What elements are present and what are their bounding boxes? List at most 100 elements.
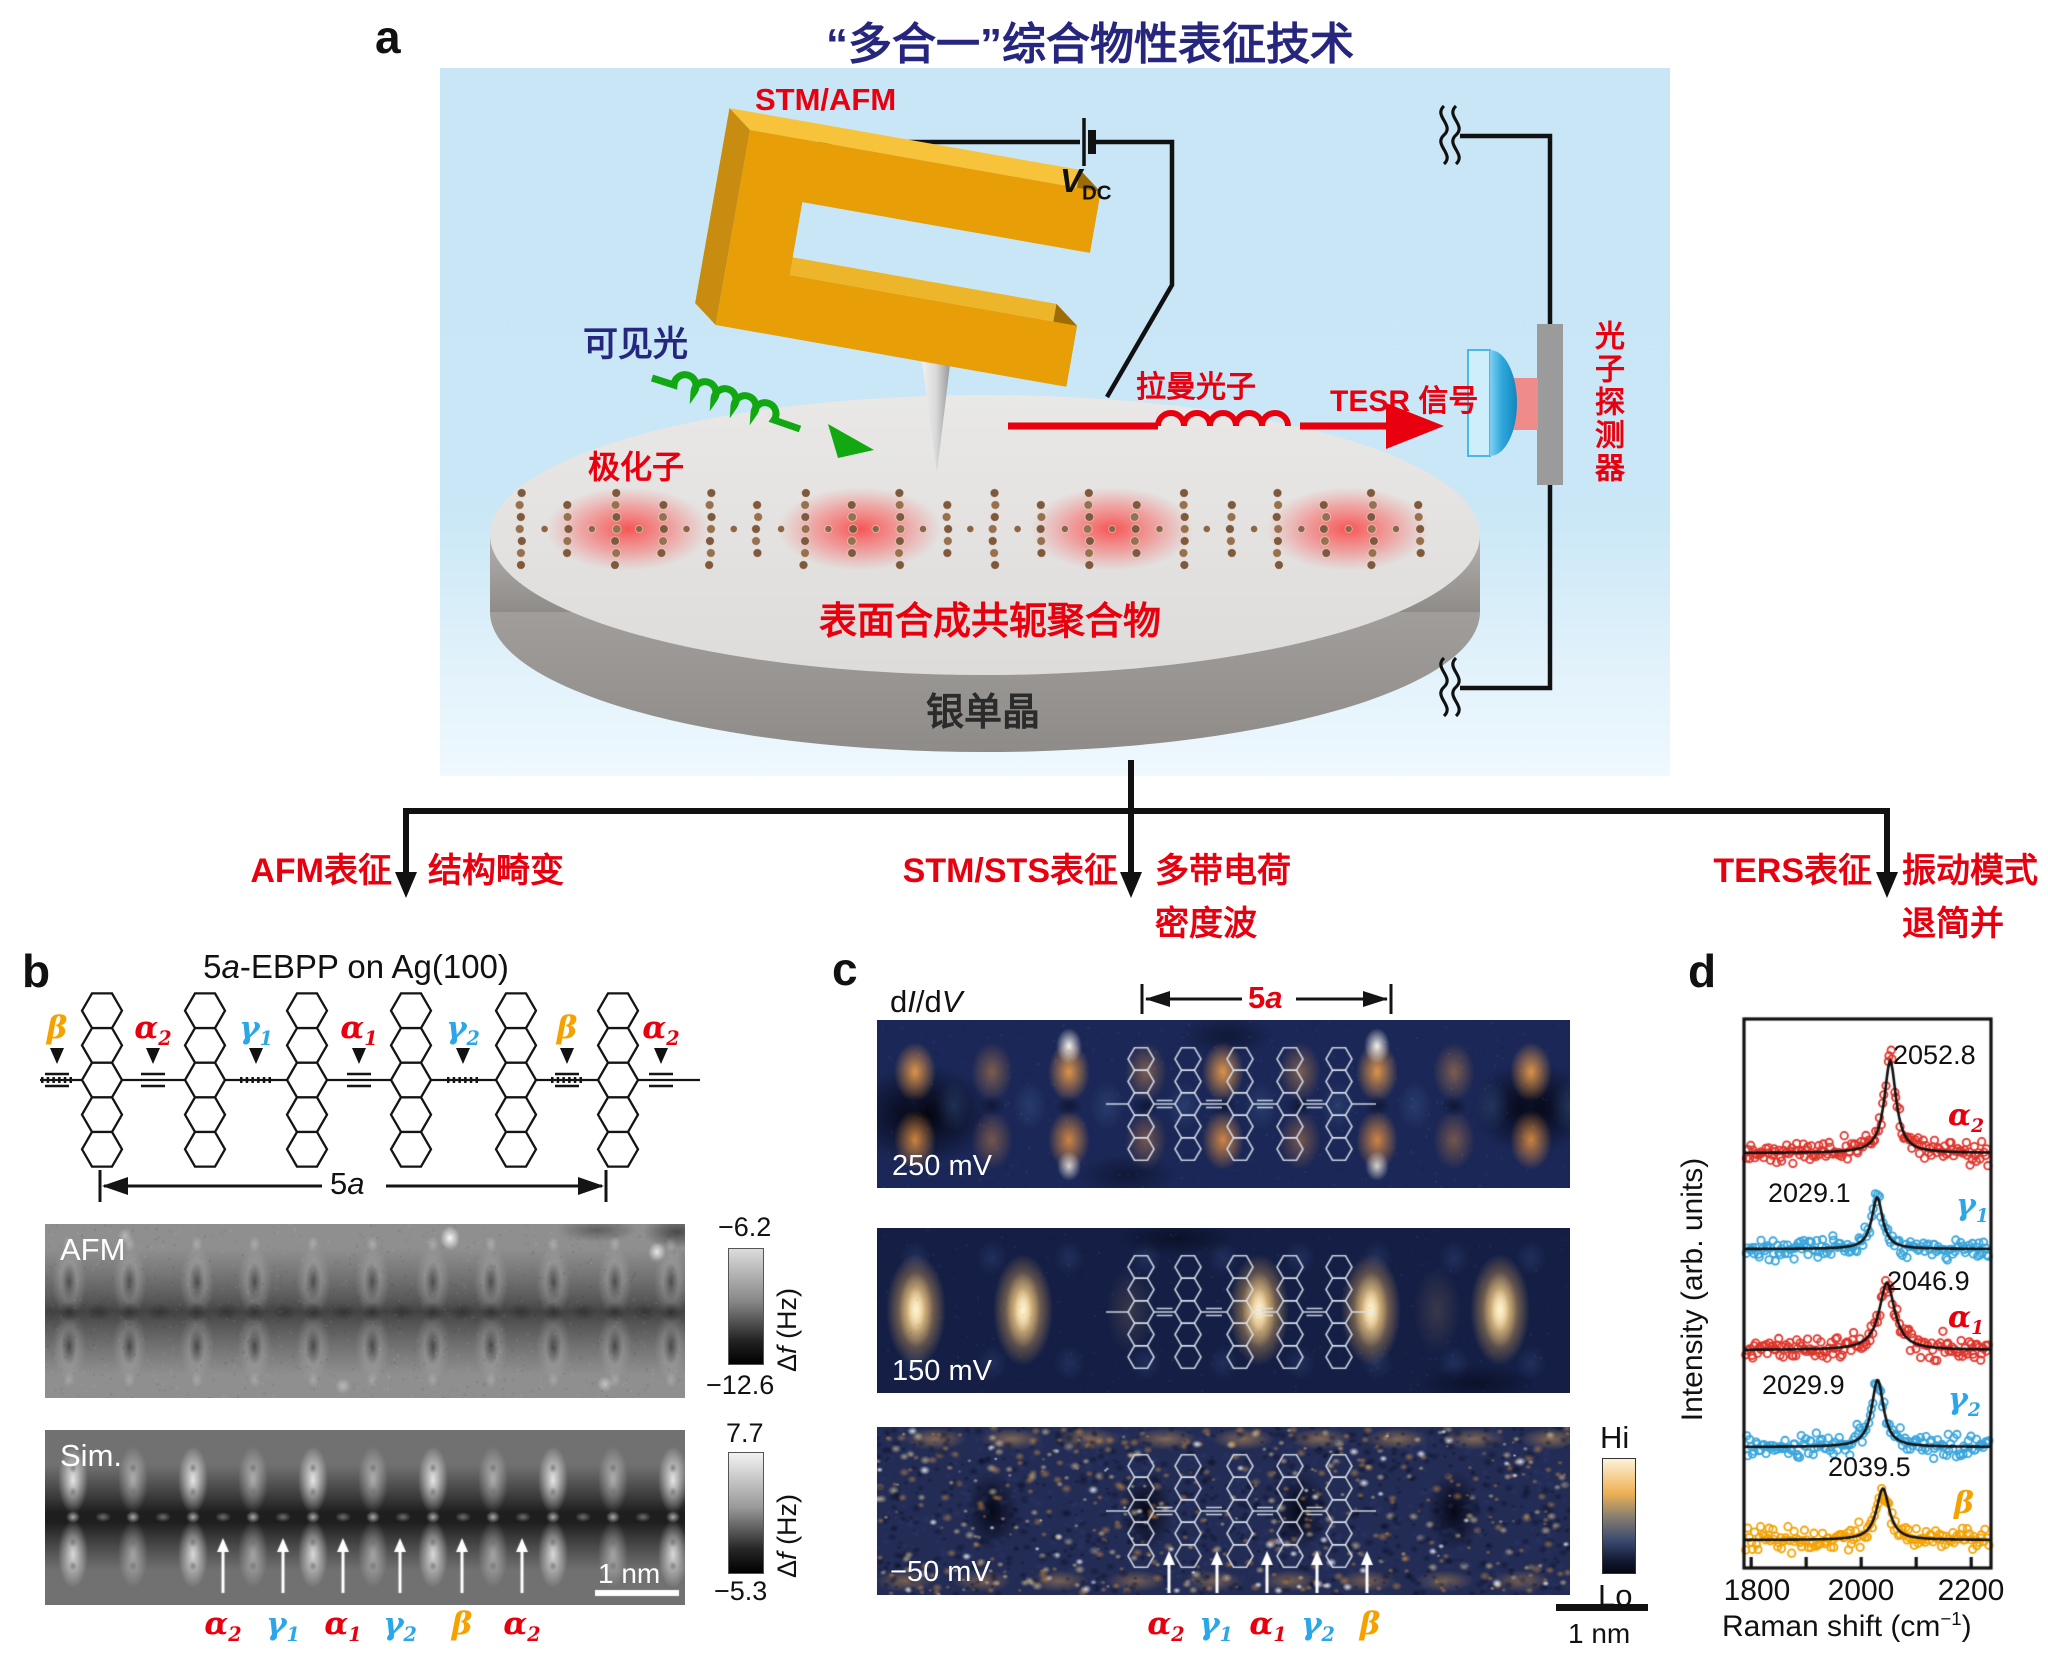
- series-label-gamma2: γ2: [1948, 1382, 1981, 1421]
- panel-b-title: 5a-EBPP on Ag(100): [203, 948, 509, 985]
- sim-scale-unit: Δf (Hz): [772, 1493, 802, 1578]
- sim-label-gamma1: γ1: [266, 1606, 300, 1647]
- scalebar-label-b: 1 nm: [598, 1558, 661, 1589]
- raman-signal-arrow: [1008, 403, 1444, 449]
- panel-label-a: a: [375, 11, 401, 63]
- detector-wire-bottom: [1460, 485, 1553, 691]
- branch-ters-method: TERS表征: [1713, 852, 1872, 890]
- peak-value-alpha1: 2046.9: [1887, 1266, 1970, 1296]
- scalebar-label-c: 1 nm: [1568, 1618, 1631, 1649]
- stm-afm-label: STM/AFM: [755, 82, 897, 117]
- visible-light-label: 可见光: [583, 325, 689, 364]
- afm-simulation-image: [45, 1430, 685, 1605]
- branch-stm-result1: 多带电荷: [1155, 852, 1291, 890]
- peak-value-alpha2: 2052.8: [1893, 1040, 1976, 1070]
- detector-plate: [1537, 324, 1563, 485]
- y-axis-label: Intensity (arb. units): [1676, 1157, 1709, 1422]
- raman-photon-label: 拉曼光子: [1136, 371, 1256, 404]
- x-tick-2200: 2200: [1937, 1574, 2005, 1607]
- lens-dome: [1490, 350, 1517, 456]
- bond-label-beta-2: β: [556, 1010, 578, 1046]
- branch-ters-result2: 退简并: [1902, 905, 2004, 943]
- sim-image-label: Sim.: [60, 1438, 122, 1473]
- bias-label-minus50mv: −50 mV: [890, 1556, 991, 1588]
- unit-cell-arrow-b: [98, 1170, 608, 1202]
- bond-label-gamma1: γ1: [239, 1010, 273, 1051]
- series-label-alpha1: α1: [1948, 1300, 1985, 1339]
- afm-scale-unit: Δf (Hz): [772, 1287, 802, 1372]
- sim-label-alpha1: α1: [324, 1606, 362, 1647]
- panel-label-c: c: [832, 943, 858, 995]
- bias-label-250mv: 250 mV: [892, 1150, 992, 1182]
- polaron-label: 极化子: [588, 449, 685, 485]
- bias-label-150mv: 150 mV: [892, 1355, 992, 1387]
- sim-label-alpha2-1: α2: [204, 1606, 242, 1647]
- unit-cell-arrow-c: [1140, 984, 1393, 1014]
- peak-value-gamma1: 2029.1: [1768, 1178, 1851, 1208]
- chemical-structure: [40, 992, 700, 1168]
- series-label-beta: β: [1954, 1486, 1974, 1521]
- wire-break-icon: [1439, 104, 1461, 718]
- series-label-alpha2: α2: [1948, 1098, 1985, 1137]
- photon-detector-label: 光子探测器: [1590, 320, 1623, 485]
- peak-value-gamma2: 2029.9: [1762, 1370, 1845, 1400]
- vdc-label: VDC: [1060, 162, 1112, 205]
- bond-label-alpha2-1: α2: [134, 1010, 172, 1051]
- scalebar-c: [1556, 1604, 1648, 1611]
- figure-title: “多合一”综合物性表征技术: [826, 20, 1354, 69]
- bond-label-alpha2-2: α2: [642, 1010, 680, 1051]
- sim-label-beta: β: [451, 1606, 473, 1642]
- branch-arrows: [395, 760, 1898, 898]
- panel-label-d: d: [1688, 945, 1717, 997]
- didv-map-minus50mv: [877, 1427, 1570, 1595]
- afm-image-label: AFM: [60, 1232, 126, 1267]
- sim-label-alpha2-2: α2: [503, 1606, 541, 1647]
- colorbar-hi-label: Hi: [1600, 1420, 1630, 1455]
- branch-afm-method: AFM表征: [250, 852, 392, 890]
- branch-stm-method: STM/STS表征: [902, 852, 1118, 890]
- polymer-chain: [514, 487, 1430, 571]
- didv-map-150mv: [877, 1228, 1570, 1393]
- afm-scale-bottom: −12.6: [706, 1370, 775, 1400]
- stm-tip: [920, 348, 952, 472]
- x-tick-2000: 2000: [1827, 1574, 1895, 1607]
- bond-label-alpha1: α1: [340, 1010, 378, 1051]
- x-tick-1800: 1800: [1723, 1574, 1791, 1607]
- c-label-gamma1: γ1: [1199, 1606, 1233, 1647]
- branch-afm-result: 结构畸变: [428, 852, 564, 890]
- unit-cell-label-b: 5a: [330, 1166, 365, 1201]
- peak-value-beta: 2039.5: [1828, 1452, 1911, 1482]
- didv-colorbar: [1602, 1458, 1636, 1574]
- unit-cell-label-c: 5a: [1248, 980, 1283, 1015]
- sim-label-gamma2: γ2: [383, 1606, 417, 1647]
- visible-light-arrow: [650, 371, 874, 458]
- afm-scale-top: −6.2: [718, 1212, 772, 1242]
- didv-label: dI/dV: [890, 984, 963, 1019]
- panel-label-b: b: [22, 945, 51, 997]
- colorbar-lo-label: Lo: [1598, 1578, 1633, 1613]
- bond-label-gamma2: γ2: [446, 1010, 480, 1051]
- raman-spectra-plot: [1730, 1012, 2010, 1582]
- sim-scale-bottom: −5.3: [714, 1576, 768, 1606]
- branch-ters-result1: 振动模式: [1902, 852, 2038, 890]
- bond-label-beta-1: β: [46, 1010, 68, 1046]
- c-label-beta: β: [1359, 1606, 1381, 1642]
- detector-wire-top: [1460, 133, 1553, 324]
- series-label-gamma1: γ1: [1956, 1188, 1989, 1227]
- crystal-label: 银单晶: [925, 692, 1040, 734]
- photon-detector-assembly: [1439, 104, 1563, 718]
- tesr-signal-label: TESR 信号: [1330, 385, 1479, 418]
- branch-stm-result2: 密度波: [1155, 905, 1257, 943]
- sim-scale-top: 7.7: [726, 1418, 764, 1448]
- afm-image: [45, 1224, 685, 1398]
- c-label-alpha1: α1: [1249, 1606, 1287, 1647]
- x-axis-label: Raman shift (cm−1): [1722, 1608, 1972, 1643]
- sim-colorbar: [728, 1452, 764, 1574]
- didv-map-250mv: [877, 1020, 1570, 1188]
- afm-colorbar: [728, 1248, 764, 1365]
- polymer-label: 表面合成共轭聚合物: [818, 601, 1161, 643]
- tuning-fork: [695, 108, 1101, 387]
- c-label-alpha2: α2: [1147, 1606, 1185, 1647]
